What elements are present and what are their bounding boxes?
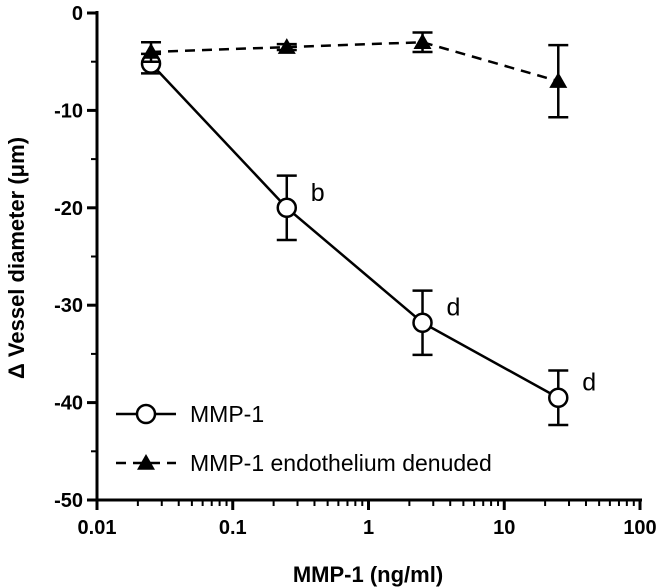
y-tick-label: 0 xyxy=(72,3,83,25)
series-layer: b d d xyxy=(140,31,596,427)
data-point-circle xyxy=(412,312,433,333)
data-point-circle xyxy=(135,403,157,425)
x-tick-label: 10 xyxy=(493,517,515,539)
data-point-circle xyxy=(276,197,298,219)
data-point-triangle xyxy=(277,38,296,54)
x-tick-label: 100 xyxy=(623,517,656,539)
y-tick-label: -20 xyxy=(54,198,83,220)
significance-annotation: b xyxy=(311,179,325,207)
significance-annotation: d xyxy=(582,369,596,397)
y-tick-label: -10 xyxy=(54,100,83,122)
y-tick-label: -40 xyxy=(54,393,83,415)
y-tick-label: -50 xyxy=(54,490,83,512)
x-tick-label: 1 xyxy=(363,517,374,539)
data-point-circle xyxy=(548,387,569,408)
x-axis-title: MMP-1 (ng/ml) xyxy=(293,562,443,587)
legend-item: MMP-1 xyxy=(116,401,264,427)
series-line xyxy=(150,40,559,83)
data-point-triangle xyxy=(142,42,161,59)
legend: MMP-1 MMP-1 endothelium denuded xyxy=(116,401,492,476)
data-point-triangle xyxy=(137,454,155,470)
x-tick-label: 0.01 xyxy=(78,517,117,539)
y-tick-label: -30 xyxy=(54,295,83,317)
data-point-triangle xyxy=(413,33,432,49)
x-tick-label: 0.1 xyxy=(219,517,247,539)
series-mmp1-denuded xyxy=(141,31,569,119)
series-mmp1: b d d xyxy=(140,52,596,427)
significance-annotation: d xyxy=(447,294,461,322)
legend-label: MMP-1 xyxy=(190,401,264,427)
data-point-triangle xyxy=(549,72,568,88)
y-axis-title: Δ Vessel diameter (μm) xyxy=(4,137,29,379)
legend-label: MMP-1 endothelium denuded xyxy=(190,450,492,476)
legend-item: MMP-1 endothelium denuded xyxy=(116,450,492,476)
axes: 0 -10 -20 -30 -40 -50 0.01 0.1 1 10 100 xyxy=(54,3,657,539)
series-line xyxy=(150,62,559,399)
